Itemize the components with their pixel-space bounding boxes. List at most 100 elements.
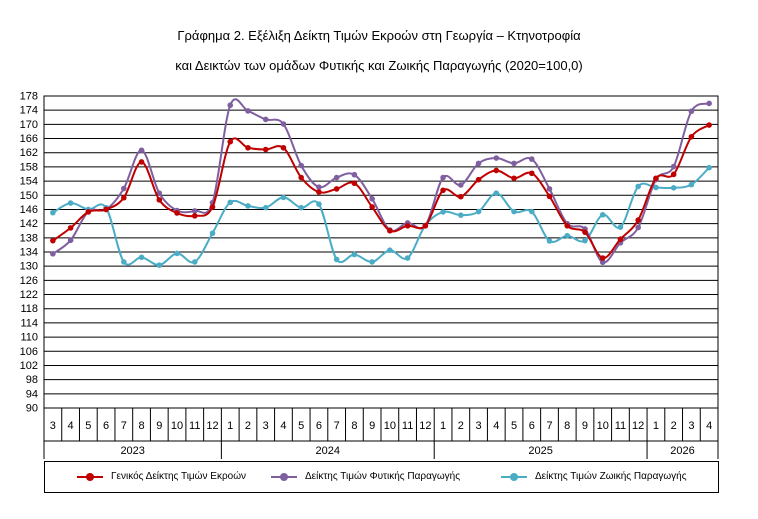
data-point — [316, 189, 322, 195]
data-point — [387, 227, 393, 234]
x-tick-label: 1 — [653, 420, 659, 432]
data-point — [458, 193, 464, 200]
data-point — [475, 160, 482, 167]
data-point — [493, 190, 500, 196]
data-point — [617, 224, 624, 230]
data-point — [156, 190, 163, 196]
data-point — [262, 204, 269, 211]
x-tick-label: 9 — [369, 420, 375, 432]
data-point — [564, 222, 571, 229]
data-point — [351, 171, 358, 178]
y-tick-label: 130 — [20, 261, 38, 273]
data-point — [333, 174, 340, 181]
series-2 — [50, 164, 712, 268]
data-point — [174, 250, 180, 257]
x-tick-label: 8 — [351, 420, 357, 432]
y-axis-ticks: 90 94 98 102 106 110 114 118 122 126 130 134 138 142 1… — [20, 91, 38, 415]
data-point — [670, 185, 677, 191]
data-point — [635, 224, 641, 231]
data-point — [298, 204, 304, 211]
y-tick-label: 142 — [20, 218, 38, 230]
data-point — [156, 262, 163, 268]
x-tick-label: 8 — [138, 420, 144, 432]
series-0 — [50, 122, 712, 261]
data-point — [174, 210, 180, 216]
x-tick-label: 5 — [85, 420, 91, 432]
data-point — [280, 194, 287, 201]
y-tick-label: 126 — [20, 275, 38, 287]
data-point — [50, 250, 56, 257]
data-point — [546, 238, 553, 244]
data-point — [191, 213, 198, 219]
y-tick-label: 162 — [20, 147, 38, 159]
x-tick-label: 12 — [206, 420, 218, 432]
x-tick-label: 7 — [334, 420, 340, 432]
data-point — [475, 208, 482, 215]
legend-item-animal: Δείκτης Τιμών Ζωικής Παραγωγής — [501, 471, 687, 482]
x-tick-label: 7 — [546, 420, 552, 432]
data-point — [546, 186, 553, 192]
data-point — [121, 259, 127, 265]
x-tick-label: 3 — [688, 420, 694, 432]
x-tick-label: 6 — [103, 420, 109, 432]
y-tick-label: 118 — [20, 303, 38, 315]
data-point — [511, 208, 517, 215]
y-tick-label: 102 — [20, 360, 38, 372]
x-tick-label: 6 — [316, 420, 322, 432]
data-point — [209, 230, 216, 237]
data-point — [706, 164, 712, 171]
data-point — [333, 186, 340, 192]
data-point — [85, 209, 92, 215]
x-tick-label: 11 — [615, 420, 626, 432]
y-tick-label: 90 — [26, 403, 38, 415]
data-point — [369, 204, 375, 210]
x-tick-label: 7 — [121, 420, 127, 432]
data-point — [262, 146, 269, 153]
data-point — [280, 121, 287, 127]
data-point — [121, 185, 127, 192]
data-point — [475, 176, 482, 183]
legend-marker — [501, 472, 527, 482]
data-point — [245, 203, 251, 209]
y-tick-label: 170 — [20, 119, 38, 131]
x-tick-label: 2 — [245, 420, 251, 432]
y-tick-label: 98 — [26, 374, 38, 386]
x-year-label: 2025 — [528, 445, 552, 457]
data-point — [138, 254, 145, 261]
data-point — [564, 232, 571, 239]
y-tick-label: 94 — [26, 388, 38, 400]
data-point — [546, 193, 553, 200]
data-point — [50, 209, 56, 216]
chart-title: Γράφημα 2. Εξέλιξη Δείκτη Τιμών Εκροών σ… — [177, 28, 581, 43]
data-point — [298, 162, 304, 169]
x-tick-label: 11 — [189, 420, 200, 432]
data-point — [458, 212, 464, 218]
data-point — [262, 116, 269, 123]
x-tick-label: 1 — [227, 420, 233, 432]
x-tick-label: 12 — [419, 420, 431, 432]
data-point — [582, 237, 588, 244]
x-tick-label: 11 — [402, 420, 413, 432]
data-point — [635, 183, 641, 190]
data-point — [688, 181, 695, 188]
legend-label: Δείκτης Τιμών Φυτικής Παραγωγής — [305, 471, 461, 482]
y-tick-label: 166 — [20, 133, 38, 145]
x-tick-label: 2 — [671, 420, 677, 432]
data-point — [688, 133, 695, 140]
x-tick-label: 10 — [384, 420, 396, 432]
chart-subtitle: και Δεικτών των ομάδων Φυτικής και Ζωική… — [175, 58, 583, 73]
data-point — [528, 208, 535, 215]
x-tick-label: 8 — [564, 420, 570, 432]
data-point — [617, 236, 624, 243]
x-tick-label: 10 — [597, 420, 609, 432]
data-point — [493, 167, 500, 174]
data-point — [706, 100, 712, 107]
data-point — [440, 187, 446, 194]
x-tick-label: 12 — [632, 420, 644, 432]
legend-label: Γενικός Δείκτης Τιμών Εκροών — [111, 471, 246, 482]
data-point — [528, 156, 535, 162]
data-point — [227, 199, 234, 206]
x-tick-label: 9 — [582, 420, 588, 432]
data-point — [227, 138, 234, 145]
